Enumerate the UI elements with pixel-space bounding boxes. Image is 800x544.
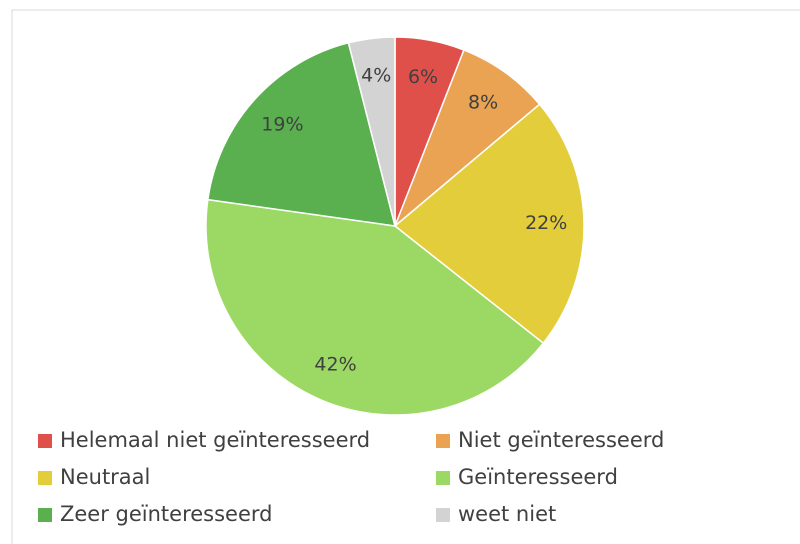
data-label: 19% [261,114,303,136]
legend-swatch [436,471,450,485]
legend-swatch [38,434,52,448]
legend-swatch [436,434,450,448]
legend-swatch [436,508,450,522]
data-label: 42% [314,354,356,376]
legend-label: Zeer geïnteresseerd [60,502,273,526]
data-label: 6% [408,66,438,88]
pie-slice [393,103,585,345]
legend-label: Neutraal [60,465,150,489]
data-label: 8% [468,92,498,114]
legend-swatch [38,508,52,522]
pie-slice [207,41,397,227]
pie-slice [205,198,545,416]
legend-swatch [38,471,52,485]
data-label: 22% [525,212,567,234]
data-label: 4% [361,64,391,86]
legend-label: Niet geïnteresseerd [458,428,664,452]
legend-label: Helemaal niet geïnteresseerd [60,428,370,452]
legend-label: weet niet [458,502,556,526]
legend-label: Geïnteresseerd [458,465,618,489]
pie-slice [347,36,396,227]
pie-slice [394,49,541,227]
